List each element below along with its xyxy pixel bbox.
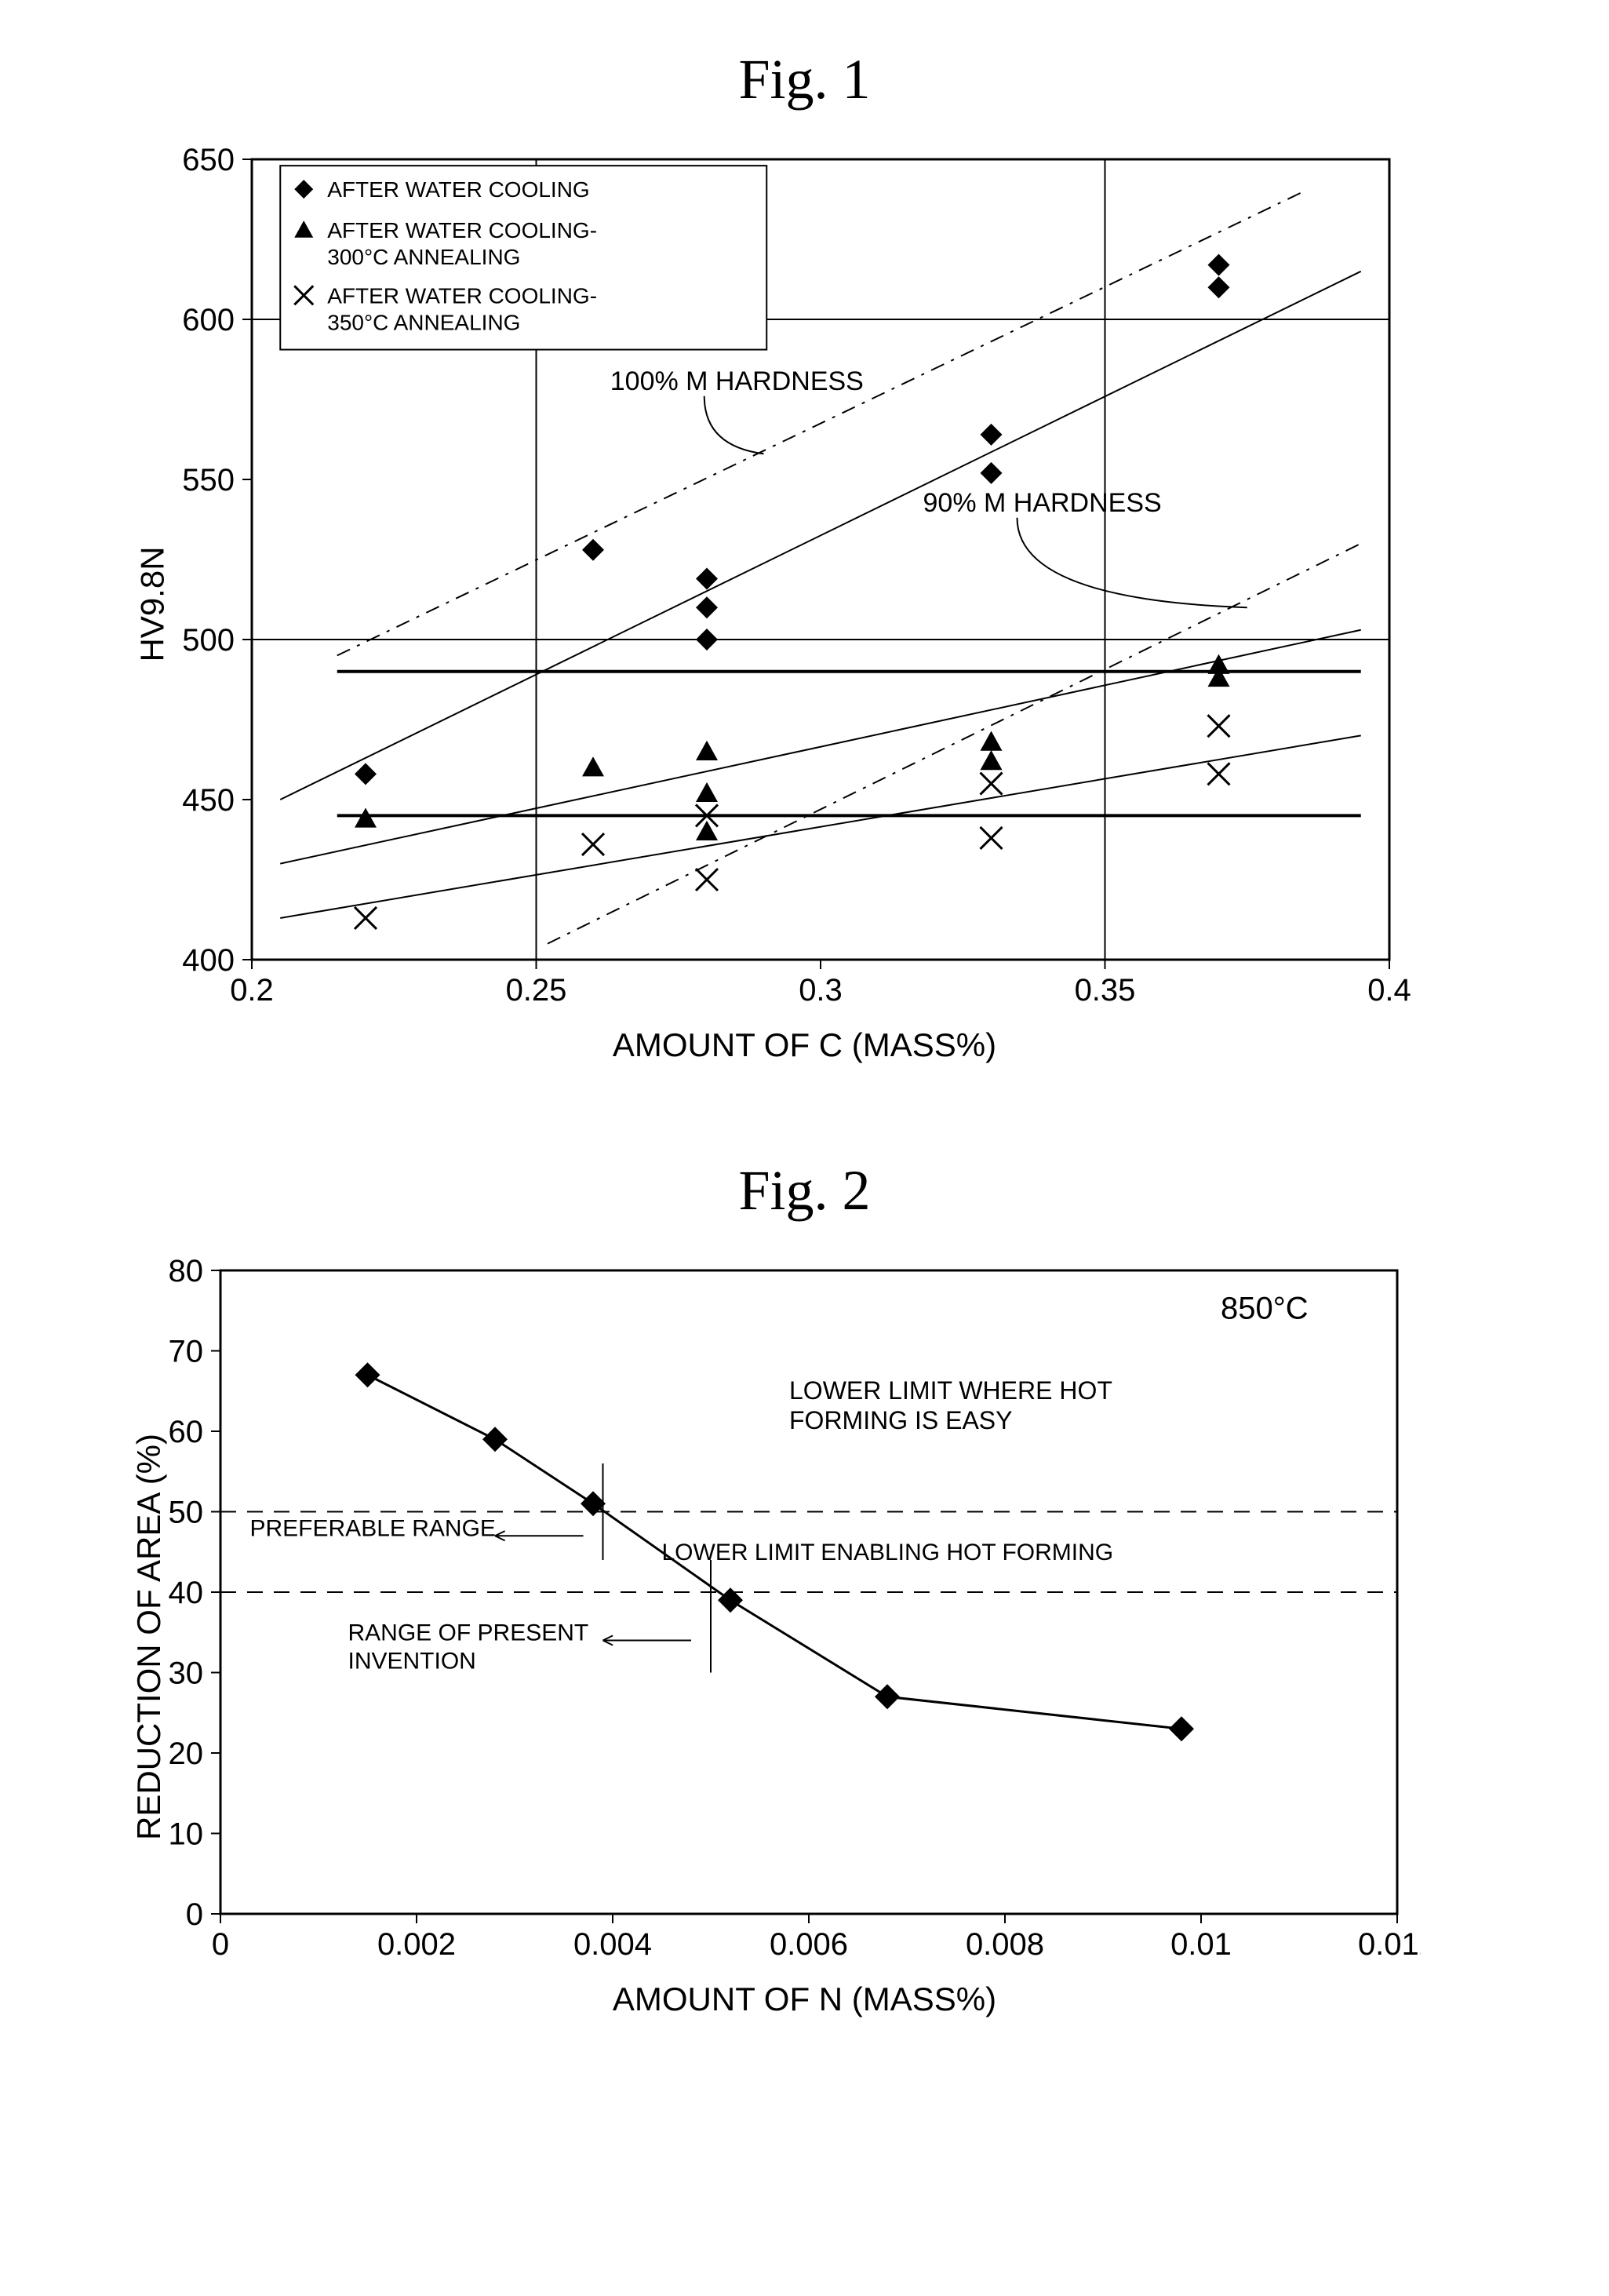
fig2-chart: REDUCTION OF AREA (%) 0 0.002 0.004 0.006 0.… [118, 1255, 1491, 2018]
after-300c-annealing-point [1207, 654, 1229, 674]
after-water-cooling-point [696, 567, 718, 589]
after-350c-annealing-point [1207, 715, 1229, 737]
fig2-series-point [1169, 1716, 1194, 1741]
fig2-xtick-label: 0.004 [573, 1927, 651, 1962]
fig2-series-point [482, 1427, 508, 1452]
fig1-leader [704, 396, 763, 454]
fig2-annotation: RANGE OF PRESENT [348, 1620, 588, 1646]
after-300c-annealing-point [980, 731, 1002, 751]
fig2-ytick-label: 10 [168, 1817, 203, 1852]
fig2-series-point [355, 1362, 380, 1387]
after-300c-annealing-point [582, 756, 604, 776]
after-water-cooling-point [582, 539, 604, 561]
after-water-cooling-point [355, 763, 377, 785]
fig1-xtick-label: 0.2 [230, 973, 274, 1008]
fig2-annotation: LOWER LIMIT ENABLING HOT FORMING [661, 1540, 1113, 1565]
after-350c-annealing-point [980, 773, 1002, 795]
fig1-chart: HV9.8N 0.20.250.30.350.44004505005506006… [158, 144, 1452, 1064]
after-300c-annealing-point [980, 750, 1002, 770]
fig2-annotation: FORMING IS EASY [789, 1406, 1012, 1434]
fig2-xtick-label: 0.012 [1357, 1927, 1420, 1962]
fig2-annotation: PREFERABLE RANGE [249, 1515, 495, 1541]
wc-solid [280, 272, 1361, 800]
fig2-xtick-label: 0.002 [377, 1927, 455, 1962]
fig2-ytick-label: 50 [168, 1496, 203, 1530]
fig2-ytick-label: 80 [168, 1255, 203, 1288]
fig1-leader [1017, 518, 1247, 607]
after-350c-annealing-point [582, 833, 604, 855]
fig1-ytick-label: 650 [182, 144, 235, 177]
after-350c-annealing-point [980, 827, 1002, 849]
fig2-xtick-label: 0.01 [1170, 1927, 1232, 1962]
figure-2: Fig. 2 REDUCTION OF AREA (%) 0 0.002 0.004… [99, 1158, 1511, 2018]
fig1-legend-label: 350°C ANNEALING [327, 310, 520, 334]
after-water-cooling-point [1207, 276, 1229, 298]
after-300c-annealing-point [355, 807, 377, 827]
fig1-ytick-label: 450 [182, 783, 235, 818]
fig2-annotation: INVENTION [348, 1649, 475, 1675]
fig2-xtick-label: 0.008 [965, 1927, 1043, 1962]
fig1-ytick-label: 500 [182, 623, 235, 658]
after-350c-annealing-point [355, 907, 377, 929]
figure-1: Fig. 1 HV9.8N 0.2 0.25 0.3 0.35 0.4 400 450 500… [99, 47, 1511, 1064]
fig1-ytick-label: 550 [182, 463, 235, 497]
fig1-svg: 0.2 0.25 0.3 0.35 0.4 400 450 500 550 600 650 100% … [158, 144, 1413, 1015]
fig1-ytick-label: 400 [182, 943, 235, 978]
fig1-xtick-label: 0.35 [1074, 973, 1135, 1008]
fig2-xtick-label: 0.006 [769, 1927, 847, 1962]
fig1-title: Fig. 1 [99, 47, 1511, 112]
fig1-legend-label: AFTER WATER COOLING- [327, 283, 597, 308]
fig1-xtick-label: 0.25 [505, 973, 566, 1008]
after-water-cooling-point [696, 596, 718, 618]
fig2-title: Fig. 2 [99, 1158, 1511, 1223]
after-350c-annealing-point [696, 869, 718, 891]
fig1-xtick-label: 0.4 [1367, 973, 1411, 1008]
fig2-ylabel: REDUCTION OF AREA (%) [130, 1433, 168, 1839]
fig1-xlabel: AMOUNT OF C (MASS%) [158, 1026, 1452, 1064]
after-water-cooling-point [696, 629, 718, 651]
fig2-xtick-label: 0 [211, 1927, 228, 1962]
after-350c-annealing-point [1207, 763, 1229, 785]
fig2-xlabel: AMOUNT OF N (MASS%) [118, 1981, 1491, 2018]
fig2-corner-label: 850°C [1221, 1292, 1309, 1326]
after-300c-annealing-point [696, 782, 718, 802]
fig1-annotation: 90% M HARDNESS [923, 488, 1161, 518]
fig2-svg: 0 0.002 0.004 0.006 0.008 0.01 0.012 0 10 20 30 40 5… [118, 1255, 1421, 1969]
fig1-annotation: 100% M HARDNESS [610, 366, 863, 396]
after-water-cooling-point [980, 424, 1002, 446]
fig1-legend-label: 300°C ANNEALING [327, 245, 520, 269]
fig1-ytick-label: 600 [182, 303, 235, 337]
after-water-cooling-point [1207, 254, 1229, 276]
350c-solid [280, 735, 1361, 918]
fig2-ytick-label: 20 [168, 1737, 203, 1771]
fig2-ytick-label: 70 [168, 1335, 203, 1369]
fig1-xtick-label: 0.3 [799, 973, 843, 1008]
fig2-annotation: LOWER LIMIT WHERE HOT [789, 1376, 1112, 1405]
fig2-series-point [875, 1684, 900, 1709]
fig2-ytick-label: 0 [185, 1897, 202, 1932]
300c-solid [280, 630, 1361, 864]
fig1-legend-label: AFTER WATER COOLING [327, 177, 589, 202]
after-300c-annealing-point [696, 741, 718, 760]
fig1-ylabel: HV9.8N [133, 546, 171, 661]
fig2-ytick-label: 40 [168, 1576, 203, 1610]
after-water-cooling-point [980, 462, 1002, 484]
90pct-m-dashdot [548, 544, 1361, 944]
fig1-legend-label: AFTER WATER COOLING- [327, 218, 597, 242]
fig2-ytick-label: 30 [168, 1656, 203, 1691]
fig2-ytick-label: 60 [168, 1415, 203, 1449]
